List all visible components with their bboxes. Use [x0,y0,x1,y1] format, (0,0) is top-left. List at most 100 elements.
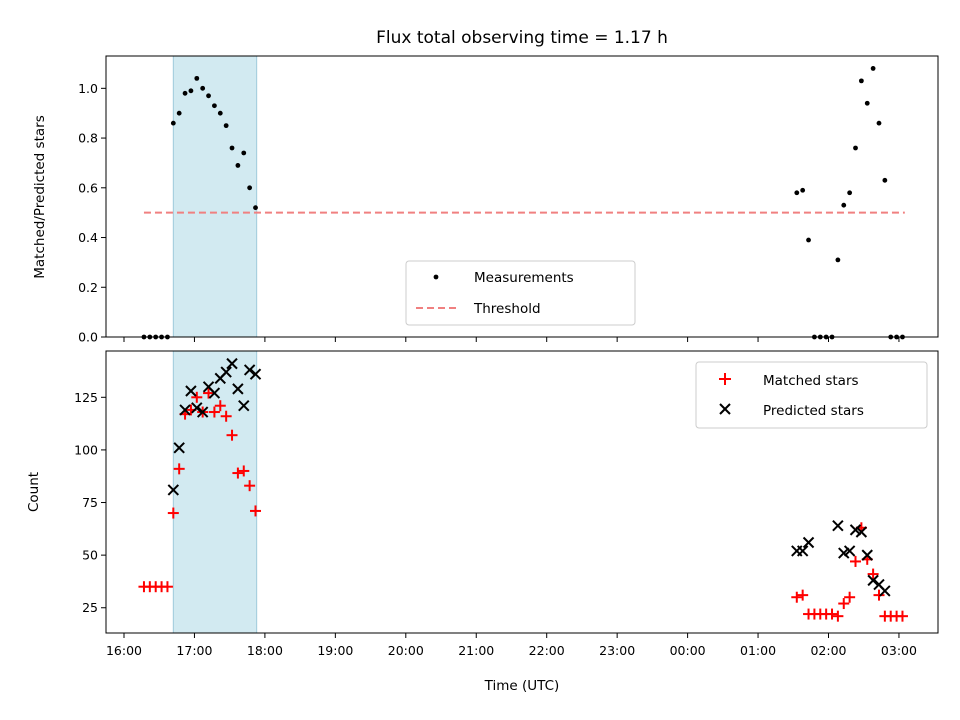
x-tick-label: 18:00 [247,643,283,658]
matched-stars-point [844,591,856,603]
matched-stars-point [791,591,803,603]
predicted-stars-point [249,368,262,380]
x-tick-label: 17:00 [176,643,212,658]
predicted-stars-point [185,385,197,397]
measurement-point [241,150,247,156]
predicted-stars-point [843,545,856,557]
measurement-point [853,145,858,151]
measurement-point [800,187,806,193]
measurement-point [188,88,194,94]
measurement-point [229,145,235,151]
count-legend-box [695,361,928,429]
measurement-point [217,110,223,116]
x-tick-label: 21:00 [458,643,494,658]
matched-stars-point [238,465,250,477]
predicted-stars-point [220,366,232,378]
matched-stars-point [226,429,238,441]
predicted-stars-point [832,519,844,532]
count-highlight-span [172,350,258,634]
x-axis-label: Time (UTC) [484,678,560,694]
x-tick-label: 23:00 [599,643,635,658]
matched-stars-point [173,463,185,475]
predicted-stars-point [238,400,250,412]
predicted-stars-point [243,364,256,376]
matched-stars-point [896,610,908,622]
x-tick-label: 20:00 [388,643,424,658]
predicted-stars-point [208,387,221,399]
predicted-stars-point [167,484,180,496]
ratio-y-tick-label: 0.2 [78,280,98,295]
matched-stars-point [208,406,220,418]
x-tick-label: 02:00 [810,643,846,658]
measurement-point [235,163,241,168]
measurement-point [212,103,217,109]
matched-stars-point [161,581,173,593]
legend-predicted-label: Predicted stars [763,403,864,419]
matched-stars-point [867,568,879,580]
predicted-stars-point [879,585,891,597]
count-y-tick-label: 50 [82,548,98,563]
predicted-stars-point [226,357,238,370]
matched-stars-point [826,608,838,620]
count-y-tick-label: 75 [82,495,98,510]
measurement-point [200,85,206,91]
matched-stars-point [203,387,215,399]
ratio-y-tick-label: 0.0 [78,330,98,345]
matched-stars-point [244,480,256,492]
matched-stars-point [850,555,862,567]
measurement-point [794,190,800,196]
measurement-point [182,90,188,96]
measurement-point [806,237,811,243]
matched-stars-point [214,400,226,412]
predicted-stars-point [173,442,185,454]
measurement-point [841,202,847,208]
count-y-tick-label: 125 [74,390,98,405]
matched-stars-point [873,589,885,601]
x-tick-label: 00:00 [670,643,706,658]
chart-title: Flux total observing time = 1.17 h [376,28,668,48]
ratio-legend: Measurements Threshold [405,260,636,326]
count-legend: Matched stars Predicted stars [695,361,928,429]
predicted-stars-point [802,536,815,549]
measurement-point [253,205,258,211]
predicted-stars-point [191,402,203,414]
matched-stars-point [838,598,850,610]
x-tick-label: 03:00 [881,643,917,658]
measurement-point [870,66,876,71]
count-panel: 25 50 75 100 125 16:00 17:00 18:00 19:00 20:00 21… [26,350,939,694]
ratio-panel-frame [105,55,939,338]
measurement-point [858,78,864,84]
measurement-point [882,177,888,183]
x-tick-label: 01:00 [740,643,776,658]
ratio-legend-box [405,260,636,326]
matched-stars-point [797,589,809,601]
legend-matched-marker [719,373,731,385]
count-y-tick-label: 25 [82,600,98,615]
matched-stars-point [220,410,232,422]
predicted-stars-point [179,404,191,416]
predicted-stars-point [861,549,873,561]
measurement-point [876,120,882,126]
count-y-axis-label: Count [26,472,42,512]
measurement-point [247,185,253,191]
ratio-y-tick-label: 0.4 [78,230,98,245]
ratio-highlight-span [172,55,258,338]
legend-measurements-marker [433,274,439,280]
measurement-point [176,110,182,116]
ratio-y-tick-label: 1.0 [78,81,98,96]
legend-threshold-label: Threshold [473,301,541,317]
matched-stars-point [167,507,179,519]
matched-stars-point [232,467,244,479]
measurement-point [835,257,841,263]
measurement-point [194,75,200,81]
matched-stars-point [191,391,203,403]
predicted-stars-point [796,545,809,557]
ratio-panel: 0.0 0.2 0.4 0.6 0.8 1.0 Matched/Predicted sta… [32,55,939,345]
ratio-y-tick-label: 0.8 [78,131,98,146]
x-tick-label: 16:00 [106,643,142,658]
x-tick-label: 19:00 [317,643,353,658]
predicted-stars-point [232,383,244,395]
measurement-point [170,120,176,126]
measurement-point [206,93,211,99]
